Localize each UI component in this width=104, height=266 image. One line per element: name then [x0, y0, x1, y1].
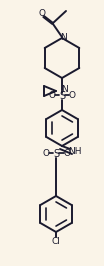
- Text: O: O: [48, 90, 56, 99]
- Text: N: N: [62, 85, 68, 94]
- Text: O: O: [69, 90, 76, 99]
- Text: S: S: [53, 149, 59, 159]
- Text: O: O: [38, 9, 45, 18]
- Text: Cl: Cl: [52, 236, 60, 246]
- Text: N: N: [61, 34, 67, 43]
- Text: O: O: [43, 148, 50, 157]
- Text: NH: NH: [68, 147, 82, 156]
- Text: O: O: [64, 148, 71, 157]
- Text: S: S: [59, 91, 65, 101]
